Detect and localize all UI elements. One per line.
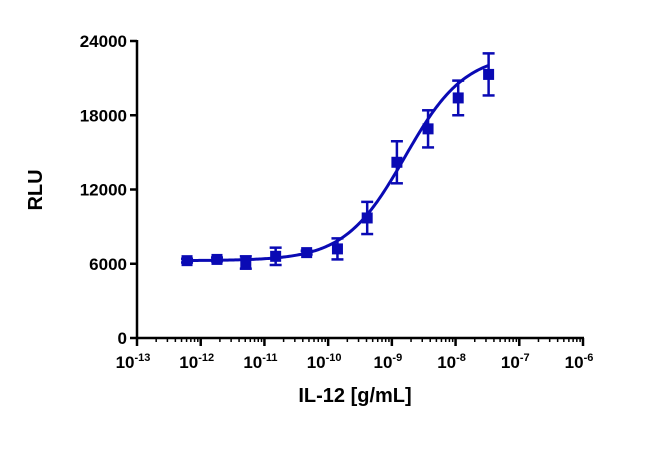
data-point	[239, 255, 252, 270]
square-marker	[181, 255, 193, 267]
y-tick-label: 12000	[80, 181, 127, 200]
y-tick-label: 6000	[89, 255, 127, 274]
data-point	[300, 247, 313, 259]
x-tick-label: 10-7	[501, 352, 530, 372]
y-axis-ticks: 0 6000 12000 18000 24000	[80, 32, 137, 348]
data-points	[181, 52, 495, 270]
x-tick-label: 10-11	[243, 352, 277, 372]
x-tick-label: 10-8	[437, 352, 466, 372]
x-tick-label: 10-6	[565, 352, 594, 372]
x-tick-label: 10-9	[374, 352, 403, 372]
square-marker	[452, 92, 464, 104]
square-marker	[211, 253, 223, 265]
data-point	[331, 237, 344, 261]
x-tick-label: 10-12	[179, 352, 214, 372]
square-marker	[422, 123, 434, 135]
data-point	[390, 139, 403, 185]
data-point	[422, 109, 435, 149]
square-marker	[240, 257, 252, 269]
square-marker	[331, 243, 343, 255]
data-point	[482, 52, 495, 97]
x-axis-ticks: 10-13 10-12 10-11 10-10 10-9 10-8 10-7 10-6	[116, 338, 594, 372]
square-marker	[483, 68, 495, 80]
data-point	[210, 253, 223, 265]
data-point	[269, 246, 282, 267]
y-tick-label: 0	[118, 329, 127, 348]
x-tick-label: 10-10	[307, 352, 342, 372]
y-axis-title: RLU	[25, 169, 47, 210]
y-tick-label: 18000	[80, 106, 127, 125]
square-marker	[301, 247, 313, 259]
square-marker	[361, 212, 373, 224]
data-point	[181, 255, 194, 267]
data-point	[452, 79, 465, 117]
x-tick-label: 10-13	[116, 352, 151, 372]
square-marker	[270, 250, 282, 262]
x-axis-title: IL-12 [g/mL]	[298, 385, 411, 407]
y-tick-label: 24000	[80, 32, 127, 51]
fit-curve	[187, 64, 490, 263]
square-marker	[391, 156, 403, 168]
data-point	[361, 200, 374, 236]
